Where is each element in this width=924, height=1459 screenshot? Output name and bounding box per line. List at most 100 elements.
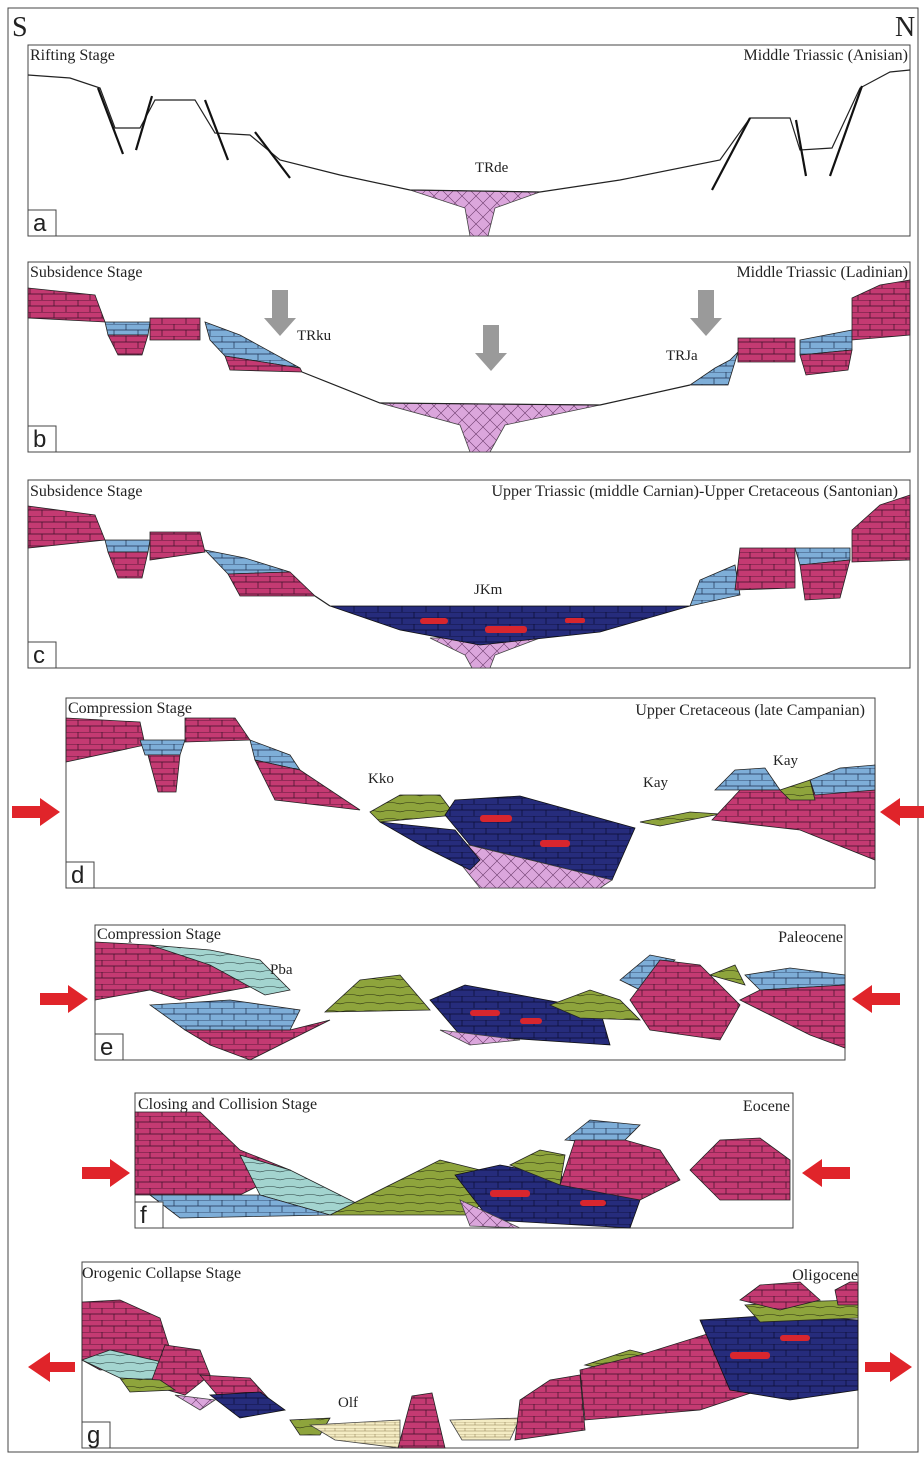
panel-letter: c bbox=[33, 642, 45, 669]
limestone-unit bbox=[690, 1138, 790, 1200]
subsidence-arrow bbox=[264, 290, 296, 336]
age-label: Oligocene bbox=[792, 1267, 858, 1284]
limestone-unit bbox=[398, 1393, 445, 1448]
blue-limestone-unit bbox=[140, 740, 185, 755]
panel-g: g Orogenic Collapse Stage Oligocene Olf bbox=[28, 1262, 912, 1449]
flysch-unit bbox=[370, 795, 455, 822]
blue-limestone-unit bbox=[715, 768, 780, 790]
limestone-unit bbox=[150, 318, 200, 340]
unit-label: Kay bbox=[773, 753, 798, 769]
north-label: N bbox=[895, 12, 915, 43]
unit-label: Kay bbox=[643, 775, 668, 791]
unit-label: TRJa bbox=[666, 348, 698, 364]
figure-frame bbox=[8, 8, 918, 1452]
unit-label: Olf bbox=[338, 1395, 358, 1411]
limestone-unit bbox=[108, 552, 148, 578]
limestone-unit bbox=[108, 335, 148, 355]
stress-arrow bbox=[28, 1352, 75, 1382]
age-label: Upper Triassic (middle Carnian)-Upper Cr… bbox=[491, 483, 898, 500]
limestone-unit bbox=[66, 718, 145, 762]
panel-e: e Compression Stage Paleocene Pba bbox=[40, 925, 900, 1061]
panel-letter: a bbox=[33, 210, 47, 237]
panel-f: f Closing and Collision Stage Eocene bbox=[82, 1093, 850, 1229]
age-label: Paleocene bbox=[778, 929, 843, 946]
blue-limestone-unit bbox=[690, 565, 740, 606]
limestone-unit bbox=[148, 755, 180, 792]
limestone-unit bbox=[185, 718, 250, 742]
panel-letter: b bbox=[33, 426, 46, 453]
basement-unit bbox=[175, 1395, 215, 1410]
limestone-unit bbox=[800, 560, 850, 600]
red-lens bbox=[420, 618, 448, 624]
red-lens bbox=[480, 815, 512, 822]
age-label: Middle Triassic (Ladinian) bbox=[736, 264, 908, 281]
panel-c: c Subsidence Stage Upper Triassic (middl… bbox=[28, 480, 910, 669]
panel-letter: g bbox=[87, 1422, 100, 1449]
stress-arrow bbox=[880, 798, 924, 826]
stage-title: Subsidence Stage bbox=[30, 264, 142, 281]
molasse-unit bbox=[310, 1420, 400, 1448]
molasse-unit bbox=[450, 1418, 520, 1440]
panel-b: b Subsidence Stage Middle Triassic (Ladi… bbox=[28, 262, 910, 453]
stress-arrow bbox=[802, 1159, 850, 1187]
blue-limestone-unit bbox=[205, 550, 290, 574]
stress-arrow bbox=[40, 985, 88, 1013]
fault-line bbox=[205, 100, 228, 160]
stage-title: Compression Stage bbox=[68, 700, 192, 717]
unit-label: Pba bbox=[270, 962, 293, 978]
basin-unit bbox=[210, 1392, 285, 1418]
fault-line bbox=[796, 120, 806, 176]
fault-line bbox=[830, 86, 862, 176]
red-lens bbox=[730, 1352, 770, 1359]
stress-arrow bbox=[12, 798, 60, 826]
limestone-unit bbox=[28, 288, 105, 322]
age-label: Upper Cretaceous (late Campanian) bbox=[635, 702, 865, 719]
stage-title: Subsidence Stage bbox=[30, 483, 142, 500]
age-label: Middle Triassic (Anisian) bbox=[744, 47, 908, 64]
unit-label: TRde bbox=[475, 160, 509, 176]
limestone-unit bbox=[255, 760, 360, 810]
red-lens bbox=[780, 1335, 810, 1341]
fault-line bbox=[712, 118, 750, 190]
red-lens bbox=[490, 1190, 530, 1197]
limestone-unit bbox=[735, 548, 795, 590]
limestone-unit bbox=[515, 1375, 585, 1440]
panel-letter: e bbox=[100, 1034, 113, 1061]
basement-unit bbox=[380, 403, 600, 452]
limestone-unit bbox=[740, 985, 845, 1048]
subsidence-arrow bbox=[475, 325, 507, 371]
unit-label: Kko bbox=[368, 771, 394, 787]
surface-line bbox=[302, 372, 690, 405]
stage-title: Orogenic Collapse Stage bbox=[82, 1265, 241, 1282]
age-label: Eocene bbox=[743, 1098, 790, 1115]
panel-a: a Rifting Stage Middle Triassic (Anisian… bbox=[28, 45, 910, 237]
fault-line bbox=[98, 88, 123, 154]
limestone-unit bbox=[28, 506, 105, 548]
stress-arrow bbox=[865, 1352, 912, 1382]
limestone-unit bbox=[150, 532, 205, 560]
stage-title: Compression Stage bbox=[97, 926, 221, 943]
stage-title: Closing and Collision Stage bbox=[138, 1096, 317, 1113]
stress-arrow bbox=[852, 985, 900, 1013]
fault-line bbox=[255, 132, 290, 178]
red-lens bbox=[540, 840, 570, 847]
panel-letter: d bbox=[71, 862, 84, 889]
red-lens bbox=[565, 618, 585, 623]
stage-title: Rifting Stage bbox=[30, 47, 115, 64]
limestone-unit bbox=[852, 495, 910, 562]
panel-letter: f bbox=[140, 1202, 147, 1229]
panel-d: d Compression Stage Upper Cretaceous (la… bbox=[12, 698, 924, 889]
red-lens bbox=[485, 626, 527, 633]
red-lens bbox=[470, 1010, 500, 1016]
red-lens bbox=[520, 1018, 542, 1024]
blue-limestone-unit bbox=[105, 540, 150, 552]
south-label: S bbox=[12, 12, 28, 43]
basin-unit bbox=[330, 606, 690, 645]
limestone-unit bbox=[852, 280, 910, 340]
limestone-unit bbox=[738, 338, 795, 362]
surface-line bbox=[28, 70, 910, 192]
surface-line bbox=[315, 596, 330, 606]
cross-section-figure: S N a Rifting Stage Middle Triassic (Ani… bbox=[0, 0, 924, 1459]
subsidence-arrow bbox=[690, 290, 722, 336]
limestone-unit bbox=[228, 572, 315, 596]
